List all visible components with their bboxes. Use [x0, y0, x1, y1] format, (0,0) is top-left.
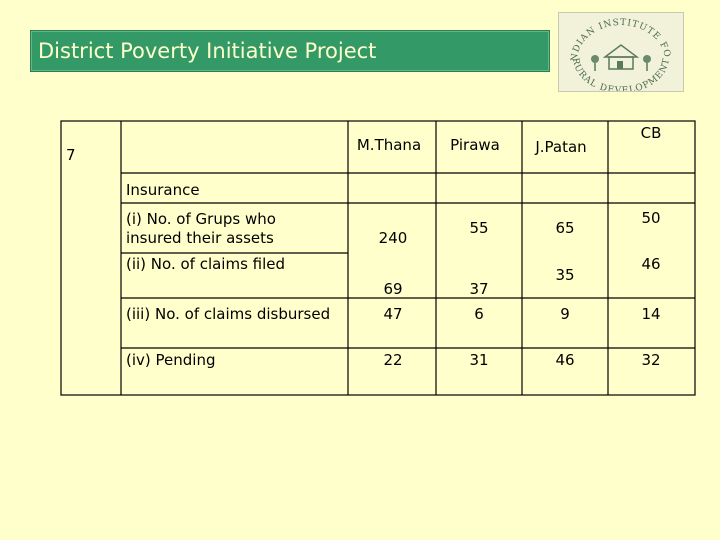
cell-insured-jpatan: 65	[555, 219, 575, 237]
table-grid-lines	[60, 120, 696, 396]
cell-disbursed-mthana: 47	[383, 305, 403, 323]
cell-disbursed-jpatan: 9	[560, 305, 570, 323]
column-header-jpatan: J.Patan	[535, 138, 587, 156]
cell-disbursed-cb: 14	[641, 305, 661, 323]
cell-filed-cb: 46	[641, 255, 661, 273]
row-label-claims-filed: (ii) No. of claims filed	[126, 255, 286, 273]
cell-insured-mthana: 240	[378, 229, 408, 247]
logo-text-top: INDIAN INSTITUTE FOR	[559, 13, 671, 62]
insurance-table: 7 M.Thana Pirawa J.Patan CB Insurance (i…	[60, 120, 696, 396]
cell-filed-pirawa: 37	[469, 280, 489, 298]
row-label-pending: (iv) Pending	[126, 351, 216, 369]
logo-emblem-icon: INDIAN INSTITUTE FOR RURAL DEVELOPMENT	[559, 13, 672, 91]
title-bar: District Poverty Initiative Project	[30, 30, 550, 72]
cell-filed-jpatan: 35	[555, 266, 575, 284]
row-label-claims-disbursed: (iii) No. of claims disbursed	[126, 305, 331, 323]
column-header-cb: CB	[640, 124, 662, 142]
cell-insured-cb: 50	[641, 209, 661, 227]
row-number: 7	[66, 146, 76, 164]
cell-filed-mthana: 69	[383, 280, 403, 298]
svg-text:INDIAN INSTITUTE FOR: INDIAN INSTITUTE FOR	[559, 13, 672, 62]
cell-pending-jpatan: 46	[555, 351, 575, 369]
cell-pending-mthana: 22	[383, 351, 403, 369]
column-header-mthana: M.Thana	[356, 136, 422, 154]
cell-pending-cb: 32	[641, 351, 661, 369]
slide-title: District Poverty Initiative Project	[38, 39, 377, 63]
cell-insured-pirawa: 55	[469, 219, 489, 237]
row-label-insured: (i) No. of Grups who insured their asset…	[126, 210, 276, 247]
institute-logo: INDIAN INSTITUTE FOR RURAL DEVELOPMENT	[558, 12, 684, 92]
cell-disbursed-pirawa: 6	[474, 305, 484, 323]
section-label-insurance: Insurance	[126, 181, 200, 199]
cell-pending-pirawa: 31	[469, 351, 489, 369]
column-header-pirawa: Pirawa	[450, 136, 500, 154]
